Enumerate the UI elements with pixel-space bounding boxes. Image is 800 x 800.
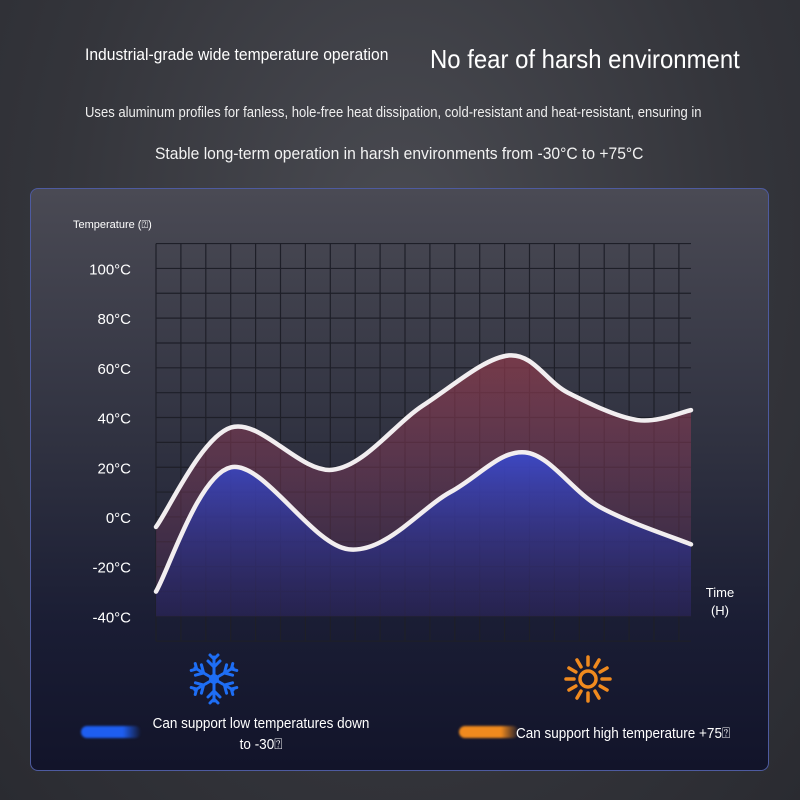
sun-icon	[564, 655, 612, 703]
subtitle-line1: Uses aluminum profiles for fanless, hole…	[85, 105, 702, 121]
series-area	[156, 452, 691, 617]
subtitle-line2: Stable long-term operation in harsh envi…	[155, 144, 644, 163]
low-temp-caption-line2: to -30⍰	[239, 736, 283, 753]
high-temp-indicator	[459, 726, 519, 738]
high-temp-caption: Can support high temperature +75⍰	[515, 725, 731, 742]
y-tick-label: 40°C	[97, 411, 131, 428]
low-temp-caption-line1: Can support low temperatures down	[152, 715, 370, 732]
y-tick-label: -40°C	[92, 609, 131, 626]
title-right: No fear of harsh environment	[430, 44, 740, 74]
y-tick-label: 0°C	[106, 510, 131, 527]
series-line	[153, 353, 694, 530]
temperature-chart: 100°C 80°C 60°C 40°C 20°C 0°C -20°C -40°C Tempe…	[73, 219, 734, 705]
series-line	[153, 450, 694, 594]
y-tick-label: 100°C	[89, 261, 131, 278]
x-axis-unit: (H)	[711, 603, 729, 618]
title-left: Industrial-grade wide temperature operat…	[85, 45, 389, 64]
y-tick-label: 20°C	[97, 460, 131, 477]
y-tick-label: 60°C	[97, 361, 131, 378]
y-tick-label: -20°C	[92, 560, 131, 577]
snowflake-icon	[189, 653, 239, 705]
chart-panel: 100°C 80°C 60°C 40°C 20°C 0°C -20°C -40°C Tempe…	[30, 188, 769, 771]
x-axis-label: Time	[706, 585, 734, 600]
y-axis-label: Temperature (⍰)	[73, 219, 152, 231]
y-tick-label: 80°C	[97, 311, 131, 328]
low-temp-caption: Can support low temperatures down to -30…	[135, 715, 387, 753]
low-temp-indicator	[81, 726, 141, 738]
